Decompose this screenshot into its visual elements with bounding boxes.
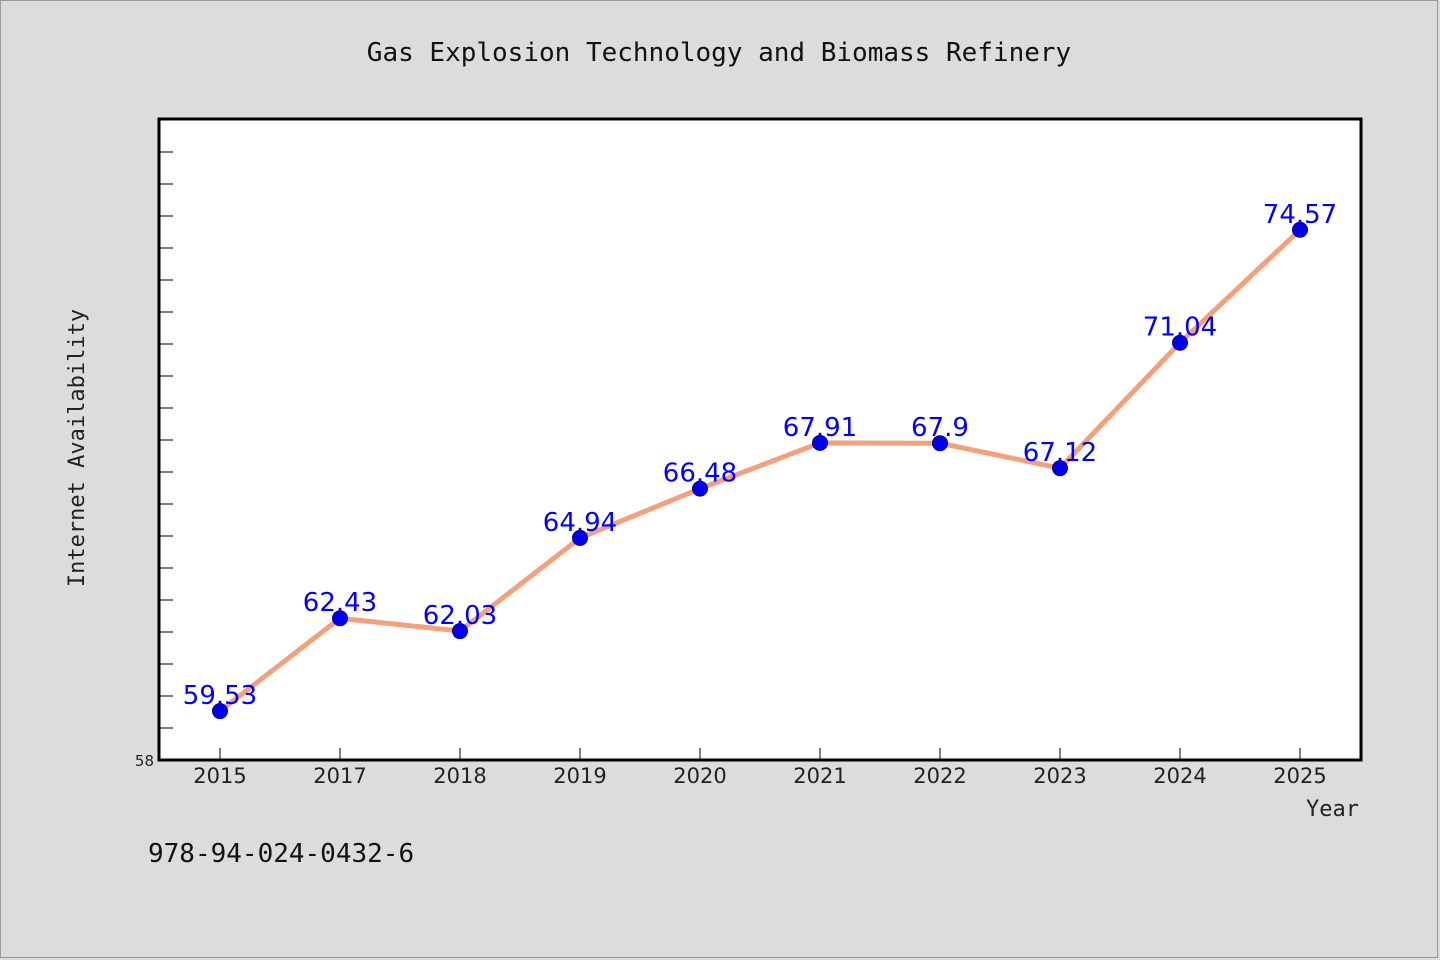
data-point <box>212 703 228 720</box>
y-tick-label: 58 <box>135 752 154 770</box>
data-point <box>1292 221 1308 238</box>
data-label: 67.12 <box>1023 438 1097 468</box>
data-point <box>332 610 348 627</box>
x-axis-label: Year <box>1306 797 1359 822</box>
y-axis-ticks <box>159 151 173 729</box>
data-label: 62.03 <box>423 601 497 631</box>
data-point <box>572 529 588 546</box>
data-label: 74.57 <box>1263 200 1337 230</box>
y-axis-label: Internet Availability <box>65 309 90 587</box>
data-point <box>932 435 948 452</box>
data-point <box>452 623 468 640</box>
x-tick-label: 2019 <box>553 764 606 788</box>
data-label: 62.43 <box>303 588 377 618</box>
x-axis-ticks: 2015 2017 2018 2019 2020 2021 2022 2023 2024 2025 <box>193 748 1327 788</box>
data-point <box>692 480 708 497</box>
data-label: 66.48 <box>663 459 737 489</box>
plot-area <box>157 117 1363 762</box>
data-label: 67.9 <box>911 413 969 443</box>
data-point <box>812 434 828 451</box>
x-tick-label: 2024 <box>1153 764 1206 788</box>
x-tick-label: 2020 <box>673 764 726 788</box>
x-tick-label: 2023 <box>1033 764 1086 788</box>
x-tick-label: 2022 <box>913 764 966 788</box>
series-layer: 59.53 62.43 62.03 64.94 66.48 67.91 67.9 67.12 7… <box>183 200 1337 720</box>
x-tick-label: 2017 <box>313 764 366 788</box>
chart-title: Gas Explosion Technology and Biomass Ref… <box>367 38 1071 68</box>
data-point <box>1052 460 1068 477</box>
x-tick-label: 2018 <box>433 764 486 788</box>
data-label: 67.91 <box>783 413 857 443</box>
x-tick-label: 2015 <box>193 764 246 788</box>
x-tick-label: 2021 <box>793 764 846 788</box>
x-tick-label: 2025 <box>1273 764 1326 788</box>
data-label: 64.94 <box>543 508 617 538</box>
data-label: 59.53 <box>183 681 257 711</box>
data-label: 71.04 <box>1143 313 1217 343</box>
isbn-text: 978-94-024-0432-6 <box>148 839 414 869</box>
series-line <box>217 227 1303 714</box>
data-point <box>1172 334 1188 351</box>
